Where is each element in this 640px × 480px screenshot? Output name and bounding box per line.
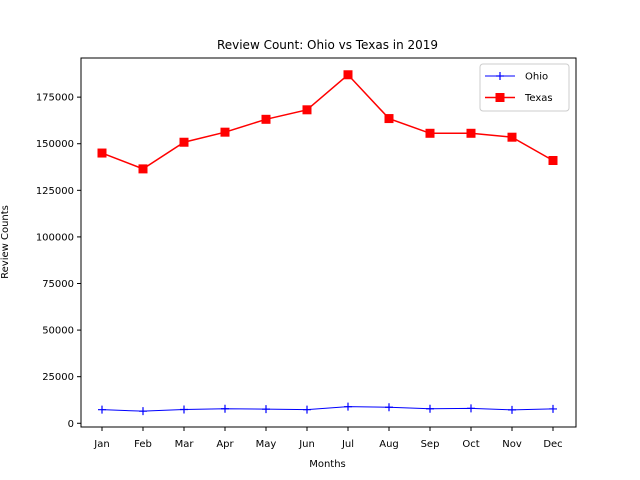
legend-item-ohio: Ohio [485, 72, 548, 83]
plot-frame [80, 57, 577, 428]
data-point-ohio-sep [426, 404, 434, 413]
data-point-ohio-jun [303, 405, 311, 414]
x-tick-label: May [256, 439, 277, 450]
data-point-texas-may [261, 114, 271, 124]
y-tick-label: 50000 [42, 326, 74, 337]
data-point-ohio-nov [508, 405, 516, 414]
x-tick-label: Feb [134, 439, 152, 450]
series-texas [97, 70, 558, 174]
x-tick-label: Apr [216, 439, 234, 450]
x-tick-label: Sep [421, 439, 440, 450]
x-tick-label: Jul [341, 439, 354, 450]
legend-marker [496, 72, 504, 80]
chart-title: Review Count: Ohio vs Texas in 2019 [217, 38, 438, 52]
data-point-texas-jun [302, 105, 312, 115]
data-point-texas-dec [548, 156, 558, 165]
y-tick-label: 175000 [36, 93, 74, 104]
data-point-texas-nov [507, 132, 517, 142]
y-tick-label: 125000 [36, 186, 74, 197]
data-point-ohio-may [262, 405, 270, 414]
y-tick-label: 75000 [42, 279, 74, 290]
data-point-texas-sep [425, 128, 435, 138]
data-point-texas-oct [466, 128, 476, 138]
x-axis-label: Months [309, 459, 346, 470]
data-point-ohio-aug [385, 403, 393, 412]
legend-marker [495, 93, 505, 102]
x-tick-label: Nov [502, 439, 522, 450]
x-tick-label: Aug [379, 439, 399, 450]
data-point-ohio-apr [221, 404, 229, 413]
data-point-texas-apr [220, 127, 230, 137]
plot-area [97, 70, 558, 416]
data-point-ohio-oct [467, 404, 475, 413]
data-point-texas-jul [343, 70, 353, 80]
data-point-ohio-mar [180, 405, 188, 414]
series-ohio [98, 402, 557, 416]
x-tick-label: Mar [175, 439, 195, 450]
y-tick-label: 25000 [42, 372, 74, 383]
legend-label: Texas [524, 93, 553, 104]
data-point-ohio-dec [549, 404, 557, 413]
data-point-ohio-jul [344, 402, 352, 411]
y-tick-label: 0 [68, 419, 74, 430]
legend: Ohio Texas [479, 63, 570, 112]
data-point-texas-mar [179, 137, 189, 147]
legend-item-texas: Texas [485, 93, 553, 104]
data-point-texas-jan [97, 148, 107, 158]
data-point-texas-aug [384, 114, 394, 124]
series-line-ohio [101, 406, 554, 412]
x-axis: Jan Feb Mar Apr May Jun Jul Aug Sep Oct Nov Dec [93, 427, 563, 450]
y-tick-label: 100000 [36, 232, 74, 243]
y-axis: 0 25000 50000 75000 100000 125000 150000 175000 [36, 93, 81, 430]
data-point-ohio-feb [139, 407, 147, 416]
x-tick-label: Jan [93, 439, 109, 450]
x-tick-label: Oct [462, 439, 479, 450]
series-line-texas [101, 73, 554, 170]
data-point-texas-feb [138, 164, 148, 174]
y-tick-label: 150000 [36, 139, 74, 150]
y-axis-label: Review Counts [0, 205, 11, 279]
x-tick-label: Dec [543, 439, 562, 450]
data-point-ohio-jan [98, 405, 106, 414]
x-tick-label: Jun [298, 439, 315, 450]
legend-label: Ohio [525, 72, 548, 83]
